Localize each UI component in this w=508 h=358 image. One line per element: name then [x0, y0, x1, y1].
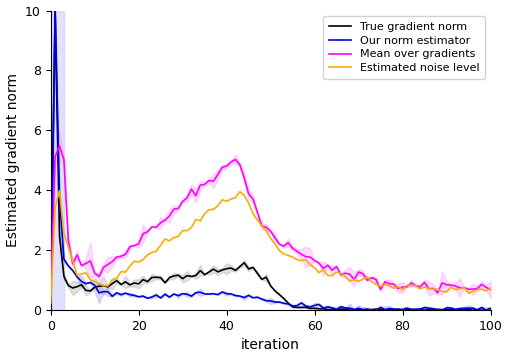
Estimated noise level	[382, 282, 388, 287]
Legend: True gradient norm, Our norm estimator, Mean over gradients, Estimated noise lev: True gradient norm, Our norm estimator, …	[323, 16, 485, 79]
True gradient norm	[488, 308, 494, 312]
True gradient norm	[255, 271, 261, 275]
Our norm estimator	[369, 308, 375, 312]
Mean over gradients	[56, 144, 62, 148]
Our norm estimator	[52, 8, 58, 13]
Line: Our norm estimator: Our norm estimator	[51, 10, 491, 310]
Mean over gradients	[360, 272, 366, 276]
Our norm estimator	[83, 281, 89, 286]
Our norm estimator	[162, 292, 168, 296]
True gradient norm	[364, 308, 370, 312]
Our norm estimator	[386, 306, 392, 311]
Mean over gradients	[488, 287, 494, 291]
True gradient norm	[347, 308, 353, 312]
Estimated noise level	[488, 286, 494, 290]
Our norm estimator	[360, 307, 366, 311]
Our norm estimator	[488, 306, 494, 310]
Estimated noise level	[255, 218, 261, 222]
Estimated noise level	[56, 188, 62, 193]
Estimated noise level	[360, 277, 366, 281]
Our norm estimator	[316, 302, 322, 306]
Estimated noise level	[316, 271, 322, 275]
Line: Mean over gradients: Mean over gradients	[51, 146, 491, 293]
Mean over gradients	[316, 261, 322, 265]
X-axis label: iteration: iteration	[241, 338, 300, 352]
True gradient norm	[386, 308, 392, 312]
True gradient norm	[48, 293, 54, 297]
Mean over gradients	[255, 210, 261, 214]
Our norm estimator	[48, 299, 54, 304]
Our norm estimator	[255, 295, 261, 299]
Y-axis label: Estimated gradient norm: Estimated gradient norm	[6, 73, 19, 247]
Estimated noise level	[162, 237, 168, 241]
Line: True gradient norm: True gradient norm	[51, 10, 491, 310]
Mean over gradients	[48, 291, 54, 295]
Mean over gradients	[162, 218, 168, 222]
True gradient norm	[316, 307, 322, 311]
True gradient norm	[83, 288, 89, 292]
True gradient norm	[162, 281, 168, 285]
Estimated noise level	[83, 271, 89, 275]
Mean over gradients	[83, 261, 89, 266]
Estimated noise level	[48, 301, 54, 305]
Line: Estimated noise level: Estimated noise level	[51, 190, 491, 303]
Mean over gradients	[382, 280, 388, 284]
True gradient norm	[52, 8, 58, 13]
Bar	[51, 10, 64, 310]
